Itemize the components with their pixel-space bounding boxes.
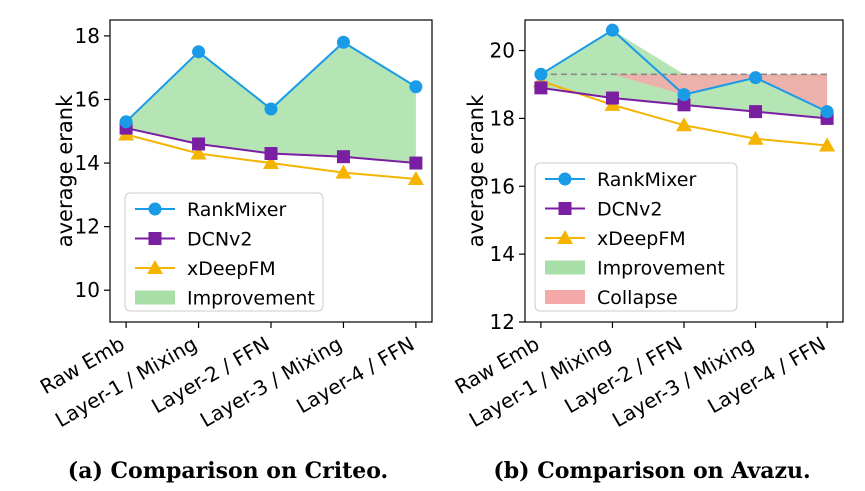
data-point-rankmixer: [409, 80, 423, 94]
legend-marker-rankmixer: [558, 172, 572, 186]
legend-label-collapse: Collapse: [597, 287, 678, 309]
data-point-xdeepfm: [676, 117, 692, 132]
legend-swatch-improvement: [135, 290, 175, 305]
data-point-dcnv2: [677, 98, 691, 112]
data-point-xdeepfm: [747, 130, 764, 145]
data-point-xdeepfm: [407, 170, 424, 185]
data-point-xdeepfm: [190, 145, 207, 160]
y-axis-label: average erank: [464, 94, 488, 247]
legend: RankMixer DCNv2 xDeepFM Improvement Collapse: [534, 162, 738, 312]
data-point-xdeepfm: [335, 164, 352, 179]
y-tick-label: 20: [490, 39, 515, 63]
y-tick-label: 16: [490, 174, 515, 198]
y-axis-label: average erank: [53, 94, 77, 247]
y-tick-label: 12: [75, 215, 100, 239]
data-point-rankmixer: [264, 102, 278, 116]
caption-criteo: (a) Comparison on Criteo.: [68, 458, 388, 484]
data-point-dcnv2: [336, 150, 350, 164]
y-tick-label: 18: [490, 106, 515, 130]
legend-swatch-improvement: [545, 260, 585, 275]
data-point-xdeepfm: [819, 137, 836, 152]
data-point-rankmixer: [605, 23, 619, 37]
caption-avazu: (b) Comparison on Avazu.: [493, 458, 810, 484]
data-point-rankmixer: [192, 45, 206, 59]
legend-label-dcnv2: DCNv2: [187, 229, 252, 251]
legend-marker-dcnv2: [148, 232, 162, 245]
data-point-rankmixer: [820, 105, 834, 119]
legend-label-rankmixer: RankMixer: [597, 169, 696, 191]
data-point-rankmixer: [677, 88, 691, 102]
data-point-dcnv2: [192, 137, 206, 151]
legend-label-xdeepfm: xDeepFM: [597, 228, 686, 250]
legend-marker-xdeepfm: [557, 230, 573, 244]
legend-label-xdeepfm: xDeepFM: [187, 258, 276, 280]
legend-swatch-collapse: [545, 290, 585, 304]
y-tick-label: 10: [75, 278, 100, 302]
data-point-dcnv2: [534, 81, 548, 95]
data-point-rankmixer: [534, 67, 548, 81]
legend-box: [124, 192, 324, 312]
legend-marker-rankmixer: [148, 202, 162, 216]
data-point-dcnv2: [749, 105, 763, 119]
data-point-xdeepfm: [263, 155, 279, 170]
data-point-rankmixer: [749, 71, 763, 85]
y-tick-label: 12: [490, 310, 515, 334]
legend-label-rankmixer: RankMixer: [187, 199, 286, 221]
legend-label-improvement: Improvement: [187, 288, 315, 310]
legend-marker-dcnv2: [558, 202, 572, 215]
legend-label-improvement: Improvement: [597, 258, 725, 280]
y-tick-label: 14: [75, 151, 100, 175]
data-point-rankmixer: [119, 115, 133, 129]
data-point-dcnv2: [409, 156, 423, 170]
y-tick-label: 16: [75, 87, 100, 111]
legend: RankMixer DCNv2 xDeepFM Improvement: [124, 192, 324, 312]
data-point-rankmixer: [336, 35, 350, 49]
improvement-area: [126, 42, 416, 164]
y-tick-label: 18: [75, 24, 100, 48]
legend-label-dcnv2: DCNv2: [597, 199, 662, 221]
data-point-dcnv2: [264, 147, 278, 161]
data-point-dcnv2: [605, 91, 619, 105]
legend-marker-xdeepfm: [147, 260, 163, 274]
y-tick-label: 14: [490, 242, 515, 266]
legend-box: [534, 162, 738, 312]
